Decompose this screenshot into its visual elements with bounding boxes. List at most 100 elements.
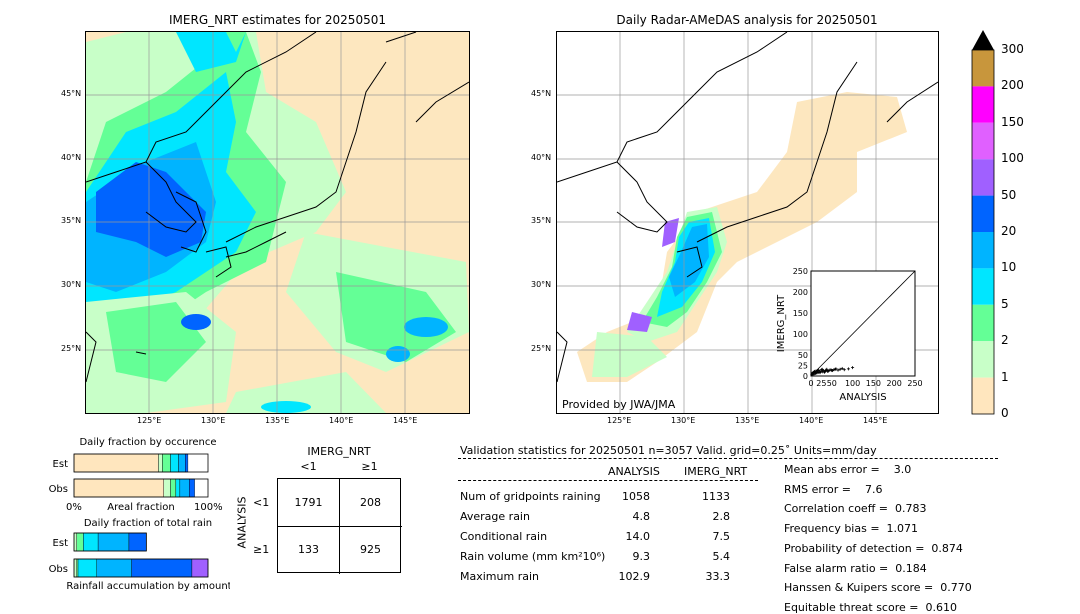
bar-category-label: Est [53,459,69,470]
score-line: Mean abs error = 3.0 [784,463,912,476]
bar-segment [73,478,164,498]
cell-hit: 925 [360,543,381,556]
bar-xlabel: Rainfall accumulation by amount [66,581,230,592]
cell-false-alarm: 208 [360,496,381,509]
scatter-ylabel: IMERG_NRT [776,294,787,352]
colorbar-tick-label: 2 [1001,333,1009,348]
colorbar-segment [972,159,994,196]
scatter-y-tick: 150 [793,309,808,318]
score-line: Equitable threat score = 0.610 [784,600,957,614]
scatter-x-tick: 50 [827,379,837,388]
total-rain-bars: Est Obs Rainfall accumulation by amount [49,532,230,592]
bar-category-label: Obs [49,564,68,575]
right-map-title: Daily Radar-AMeDAS analysis for 20250501 [616,13,878,27]
bar-segment [128,532,147,552]
stat-analysis-value: 102.9 [618,570,651,583]
bar-segment [170,478,177,498]
stat-imerg-value: 33.3 [705,570,731,583]
bar-segment [76,558,79,578]
bar-segment [191,558,209,578]
colorbar [971,30,995,415]
scatter-x-tick: 100 [845,379,860,388]
left-map-title: IMERG_NRT estimates for 20250501 [169,13,386,27]
scatter-point [826,369,830,373]
bar-segment [178,453,186,473]
stat-label: Num of gridpoints raining [460,490,601,503]
bar-frame [73,532,147,552]
contingency-row-axis: ANALYSIS [235,496,249,549]
scatter-x-tick: 250 [907,379,922,388]
scatter-point [813,369,817,373]
bar-x-tick: 100% [194,502,223,513]
stat-label: Maximum rain [460,570,539,583]
bar-segment [158,453,163,473]
bar-segment [73,453,159,473]
bar-segment [73,532,77,552]
left-map-rain-field [86,32,469,413]
colorbar-tick-label: 50 [1001,187,1017,202]
data-credit: Provided by JWA/JMA [562,398,676,411]
scatter-y-tick: 200 [793,288,808,297]
left-map [85,31,470,414]
scatter-y-tick: 100 [793,330,808,339]
bar-segment [185,453,189,473]
colorbar-tick-label: 100 [1001,151,1024,166]
stat-label: Conditional rain [460,530,548,543]
colorbar-segment [972,268,994,305]
stat-imerg-value: 1133 [702,490,730,503]
contingency-col-0: <1 [300,460,317,473]
scatter-point [820,367,824,371]
colorbar-tick-label: 300 [1001,42,1024,56]
bar-frame [73,478,209,498]
bar-frame [73,558,209,578]
scatter-point [846,367,850,371]
bar-segment [76,532,84,552]
contingency-table: 1791 208 133 925 [277,478,402,574]
stat-analysis-value: 1058 [622,490,650,503]
bar-segment [179,478,190,498]
stat-analysis-value: 9.3 [632,550,651,563]
colorbar-segment [972,304,994,342]
contingency-col-1: ≥1 [361,460,378,473]
colorbar-tick-label: 150 [1001,114,1024,129]
occurrence-bars: Est Obs 0% 100% Areal fraction [49,453,223,513]
scatter-point [840,366,844,370]
bar-segment [175,478,181,498]
colorbar-tick-label: 5 [1001,296,1009,311]
scatter-diagonal [810,270,916,377]
scatter-x-tick: 150 [866,379,881,388]
bar-frame [73,453,209,473]
colorbar-tick-label: 1 [1001,369,1009,384]
bar-segment [83,532,99,552]
colorbar-extend-arrow [972,30,994,50]
scatter-x-tick: 25 [816,379,826,388]
scatter-point [813,371,817,375]
col-imerg: IMERG_NRT [684,465,748,478]
stat-analysis-value: 4.8 [632,510,651,523]
scatter-xlabel: ANALYSIS [839,392,886,402]
stat-label: Rain volume (mm km²10⁶) [460,550,606,563]
colorbar-segment [972,86,994,123]
total-rain-title: Daily fraction of total rain [83,518,213,529]
score-line: Probability of detection = 0.874 [784,541,963,555]
bar-category-label: Obs [49,484,68,495]
score-line: Hanssen & Kuipers score = 0.770 [784,581,972,595]
colorbar-segment [972,232,994,269]
bar-segment [77,558,97,578]
colorbar-segment [972,50,994,87]
colorbar-tick-label: 0 [1001,406,1009,420]
cell-miss: 133 [298,543,319,556]
colorbar-tick-label: 20 [1001,224,1017,238]
scatter-point [829,368,833,372]
scatter-y-tick: 250 [793,267,808,276]
bar-segment [170,453,179,473]
scatter-point [838,367,842,371]
colorbar-tick-label: 200 [1001,78,1024,93]
colorbar-segment [972,341,994,378]
scatter-plot: 0 25 50 100 150 200 25002550100150200250ANALYS… [776,267,923,402]
stat-analysis-value: 14.0 [625,530,651,543]
scatter-point [836,368,840,372]
scatter-y-tick: 50 [798,351,808,360]
scatter-y-tick: 25 [798,362,808,371]
colorbar-segment [972,122,994,160]
